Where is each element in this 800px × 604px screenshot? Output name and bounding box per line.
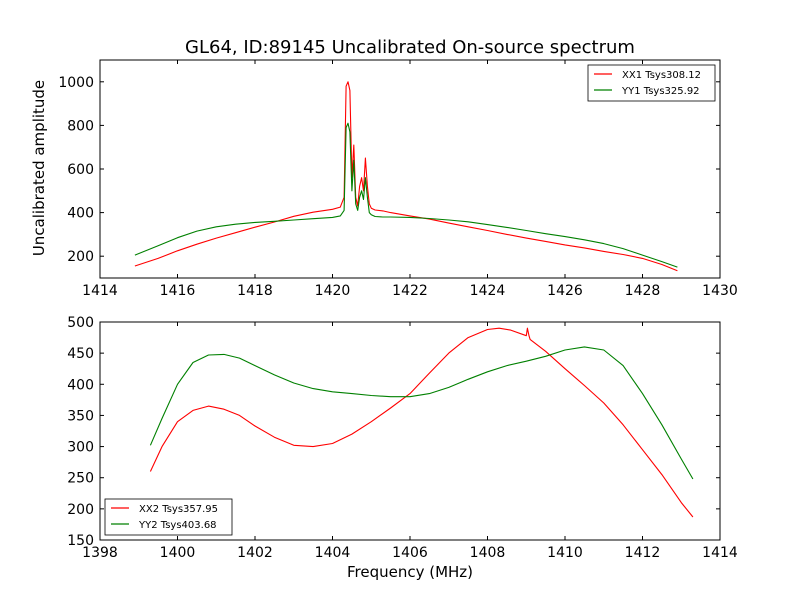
bottom-xtick-label-4: 1406	[392, 545, 428, 561]
bottom-xtick-label-0: 1398	[82, 545, 118, 561]
bottom-series-line-0	[149, 327, 694, 518]
bottom-ytick-label-5: 400	[67, 377, 94, 393]
top-ytick-label-2: 600	[67, 162, 94, 178]
top-plot-title: GL64, ID:89145 Uncalibrated On-source sp…	[185, 37, 635, 58]
bottom-ytick-label-3: 300	[67, 440, 94, 456]
bottom-xtick-label-7: 1412	[625, 545, 661, 561]
top-ytick-label-0: 200	[67, 249, 94, 265]
bottom-plot-frame	[99, 321, 721, 541]
bottom-xtick-label-2: 1402	[237, 545, 273, 561]
top-xtick-label-2: 1418	[237, 283, 273, 299]
bottom-xtick-label-8: 1414	[702, 545, 738, 561]
top-legend-label-xx1: XX1 Tsys308.12	[622, 70, 701, 81]
top-xtick-label-8: 1430	[702, 283, 738, 299]
bottom-legend-box	[104, 498, 233, 536]
bottom-plot-series	[149, 327, 694, 518]
bottom-ytick-label-6: 450	[67, 346, 94, 362]
bottom-plot-ticks: 1398 1400 1402 1404 1406 1408 1410 1412 1414 150 2…	[67, 315, 738, 561]
top-xtick-label-7: 1428	[625, 283, 661, 299]
bottom-xtick-label-3: 1404	[315, 545, 351, 561]
top-xtick-label-6: 1426	[547, 283, 583, 299]
bottom-xtick-label-5: 1408	[470, 545, 506, 561]
top-plot-series	[134, 81, 678, 272]
bottom-xtick-label-1: 1400	[160, 545, 196, 561]
bottom-ytick-label-4: 350	[67, 408, 94, 424]
top-xtick-label-4: 1422	[392, 283, 428, 299]
bottom-ytick-label-7: 500	[67, 315, 94, 331]
top-xtick-label-0: 1414	[82, 283, 118, 299]
top-xtick-label-3: 1420	[315, 283, 351, 299]
top-spectrum-plot: GL64, ID:89145 Uncalibrated On-source sp…	[30, 37, 738, 299]
bottom-ytick-label-2: 250	[67, 471, 94, 487]
bottom-spectrum-plot: Frequency (MHz) 1398 1400 1402 1404 1406 1408…	[67, 315, 738, 581]
top-plot-ylabel: Uncalibrated amplitude	[30, 80, 48, 256]
bottom-xtick-label-6: 1410	[547, 545, 583, 561]
bottom-legend-label-yy2: YY2 Tsys403.68	[138, 520, 217, 531]
top-plot-ticks: 1414 1416 1418 1420 1422 1424 1426 1428 1430 200 4…	[58, 60, 738, 299]
top-plot-frame	[99, 59, 721, 279]
top-xtick-label-5: 1424	[470, 283, 506, 299]
top-ytick-label-4: 1000	[58, 75, 94, 91]
bottom-ytick-label-1: 200	[67, 502, 94, 518]
bottom-series-line-1	[149, 346, 694, 480]
bottom-plot-xlabel: Frequency (MHz)	[347, 563, 473, 581]
top-series-line-0	[134, 81, 678, 272]
top-series-line-1	[134, 122, 678, 268]
top-legend-box	[587, 64, 716, 102]
bottom-ytick-label-0: 150	[67, 533, 94, 549]
bottom-legend-label-xx2: XX2 Tsys357.95	[139, 504, 218, 515]
bottom-plot-legend: XX2 Tsys357.95 YY2 Tsys403.68	[104, 498, 233, 536]
top-ytick-label-1: 400	[67, 206, 94, 222]
top-ytick-label-3: 800	[67, 118, 94, 134]
top-legend-label-yy1: YY1 Tsys325.92	[621, 86, 700, 97]
top-xtick-label-1: 1416	[160, 283, 196, 299]
top-plot-legend: XX1 Tsys308.12 YY1 Tsys325.92	[587, 64, 716, 102]
